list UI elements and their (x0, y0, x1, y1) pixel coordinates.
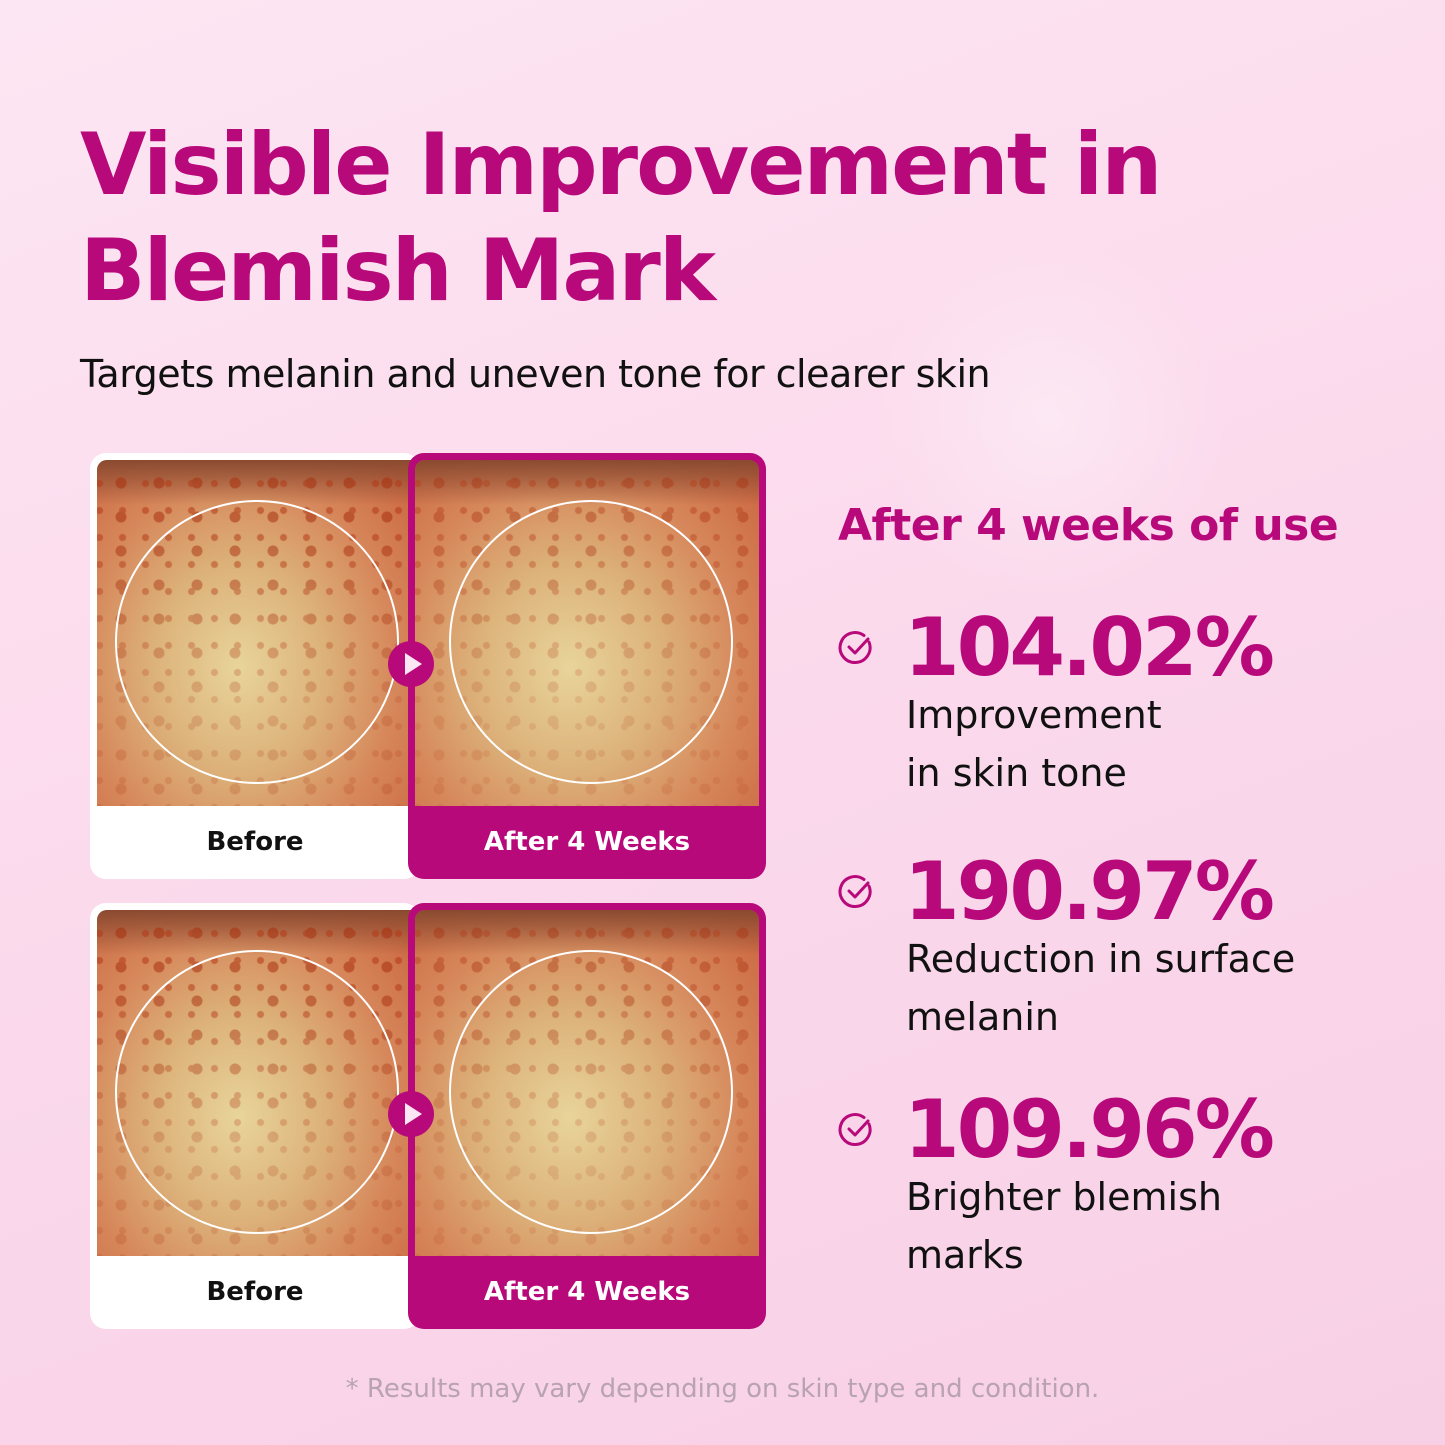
play-arrow-icon (388, 1091, 434, 1137)
page-title: Visible Improvement in Blemish Mark (80, 112, 1162, 324)
before-panel: Before (90, 903, 420, 1329)
comparison-card-1: Before After 4 Weeks (90, 453, 766, 879)
stat-description: Reduction in surface melanin (906, 937, 1296, 1039)
disclaimer: * Results may vary depending on skin typ… (345, 1374, 1100, 1404)
highlight-circle (449, 950, 733, 1234)
check-circle-icon (838, 1113, 872, 1147)
subtitle: Targets melanin and uneven tone for clea… (80, 352, 991, 396)
before-photo (97, 460, 412, 806)
stat-value: 190.97% (904, 845, 1275, 938)
after-photo (415, 910, 759, 1256)
stat-value: 104.02% (904, 601, 1275, 694)
before-panel: Before (90, 453, 420, 879)
stat-description: Brighter blemish marks (906, 1175, 1222, 1277)
check-circle-icon (838, 875, 872, 909)
highlight-circle (115, 950, 399, 1234)
check-circle-icon (838, 631, 872, 665)
after-label: After 4 Weeks (483, 827, 691, 857)
before-label: Before (206, 1277, 304, 1307)
stat-description: Improvement in skin tone (906, 693, 1162, 795)
after-photo (415, 460, 759, 806)
play-arrow-icon (388, 641, 434, 687)
after-panel: After 4 Weeks (408, 453, 766, 879)
comparison-card-2: Before After 4 Weeks (90, 903, 766, 1329)
title-line-2: Blemish Mark (80, 221, 716, 321)
after-label: After 4 Weeks (483, 1277, 691, 1307)
before-label: Before (206, 827, 304, 857)
before-photo (97, 910, 412, 1256)
results-heading: After 4 weeks of use (838, 500, 1339, 551)
highlight-circle (449, 500, 733, 784)
after-panel: After 4 Weeks (408, 903, 766, 1329)
highlight-circle (115, 500, 399, 784)
stat-value: 109.96% (904, 1083, 1275, 1176)
title-line-1: Visible Improvement in (80, 115, 1162, 215)
